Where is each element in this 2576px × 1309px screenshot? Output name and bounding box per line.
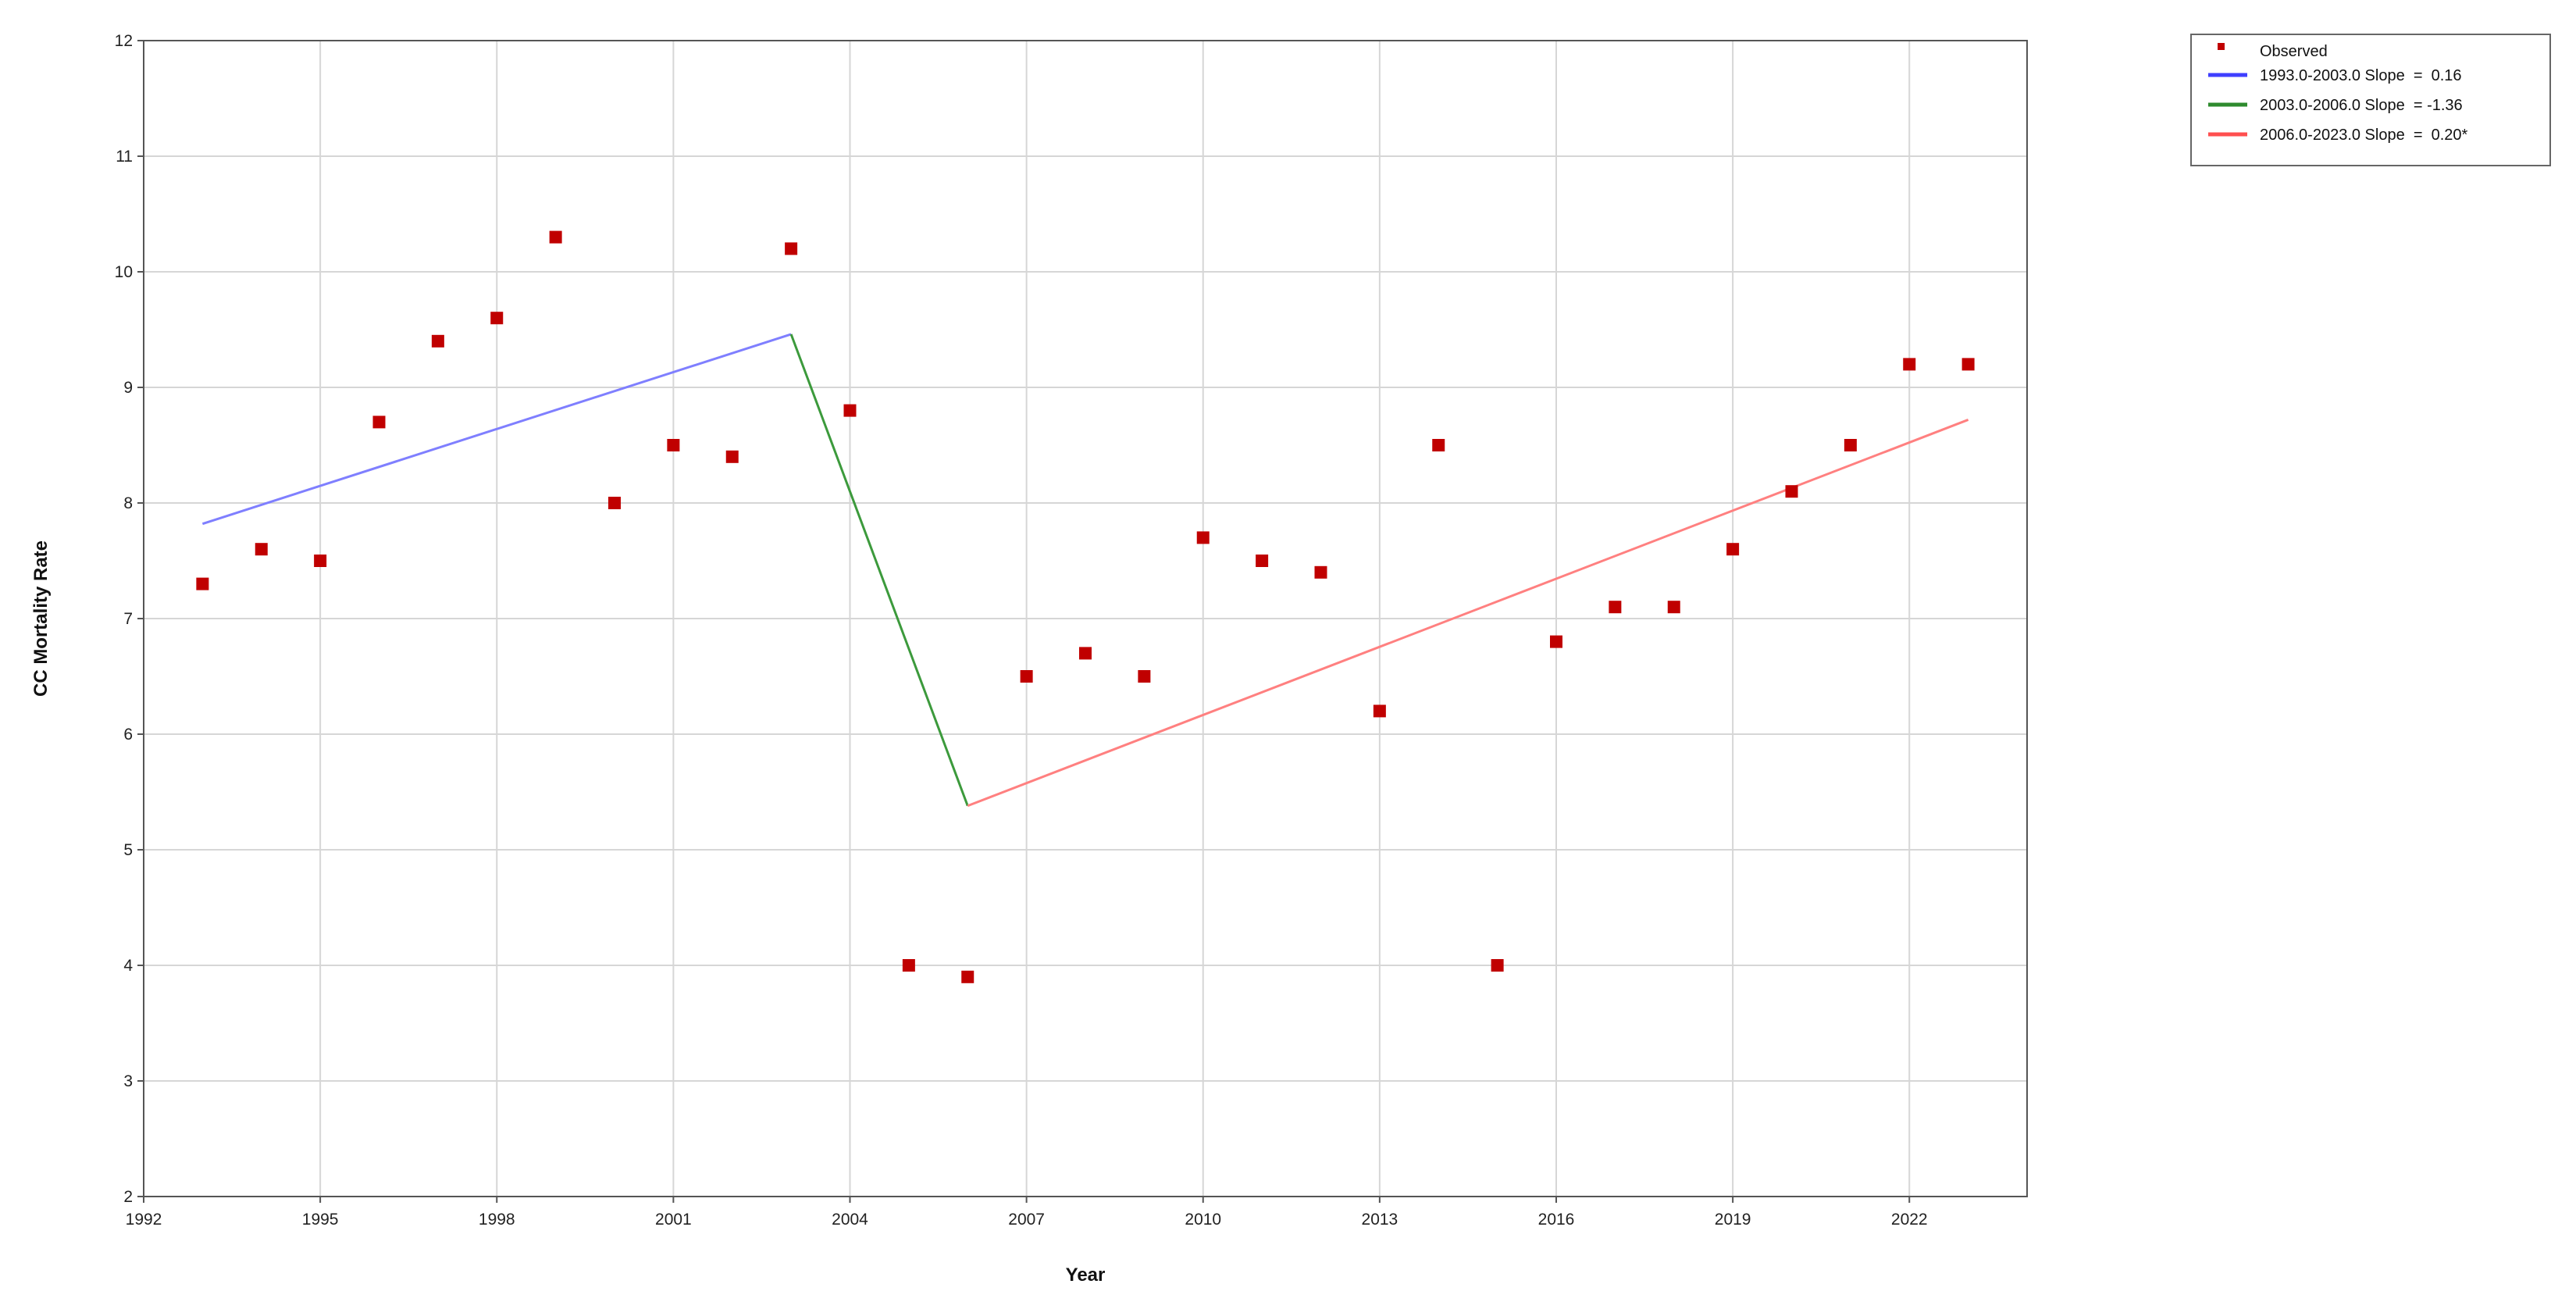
x-tick-label: 1995	[302, 1211, 339, 1229]
x-tick-label: 2004	[832, 1211, 868, 1229]
observed-point	[843, 404, 857, 417]
observed-point	[490, 312, 504, 325]
observed-point	[667, 439, 680, 451]
observed-point	[961, 970, 974, 983]
x-tick-label: 2013	[1362, 1211, 1398, 1229]
x-tick-label: 2016	[1538, 1211, 1575, 1229]
observed-point	[255, 543, 268, 556]
x-tick-label: 1998	[479, 1211, 515, 1229]
y-tick-label: 4	[123, 957, 133, 975]
observed-point	[1491, 959, 1504, 972]
observed-point	[314, 555, 327, 567]
trend-segment-2	[789, 333, 969, 807]
observed-point	[1609, 601, 1622, 614]
observed-point	[1961, 358, 1975, 371]
trend-segments	[201, 333, 1969, 808]
grid-lines	[143, 40, 2027, 1197]
observed-point	[431, 334, 444, 348]
observed-point	[608, 497, 621, 509]
observed-point	[1138, 670, 1151, 683]
y-tick-label: 3	[123, 1072, 133, 1090]
y-tick-label: 8	[123, 494, 133, 512]
observed-point	[725, 450, 739, 463]
y-tick-label: 12	[115, 32, 133, 50]
observed-point	[1432, 439, 1445, 451]
observed-point	[785, 242, 798, 255]
x-tick-label: 2007	[1008, 1211, 1045, 1229]
observed-points	[196, 230, 1975, 983]
y-tick-label: 10	[115, 263, 133, 281]
observed-point	[372, 416, 386, 429]
x-tick-label: 2010	[1185, 1211, 1221, 1229]
observed-point	[1314, 565, 1327, 579]
y-tick-label: 11	[116, 148, 133, 166]
legend-observed-label: Observed	[2260, 43, 2328, 60]
x-tick-label: 2022	[1891, 1211, 1928, 1229]
observed-point	[549, 230, 562, 244]
observed-point	[1726, 543, 1740, 556]
trend-segment-1	[201, 333, 792, 526]
legend-segment-1-label: 1993.0-2003.0 Slope = 0.16	[2260, 67, 2462, 84]
observed-point	[196, 577, 209, 590]
observed-point	[1785, 485, 1798, 498]
observed-point	[1256, 555, 1269, 567]
legend-segment-3-label: 2006.0-2023.0 Slope = 0.20*	[2260, 127, 2468, 144]
legend-box	[2190, 34, 2551, 166]
y-tick-label: 2	[123, 1188, 133, 1206]
legend: Observed 1993.0-2003.0 Slope = 0.16 2003…	[2190, 34, 2551, 166]
y-tick-label: 7	[123, 610, 133, 628]
legend-observed-marker	[2218, 43, 2225, 50]
x-tick-label: 2019	[1715, 1211, 1751, 1229]
observed-point	[1196, 531, 1210, 544]
observed-point	[1667, 601, 1680, 614]
trend-segment-3	[967, 419, 1969, 808]
observed-point	[1550, 635, 1562, 648]
y-tick-label: 6	[123, 726, 133, 744]
x-tick-label: 2001	[655, 1211, 692, 1229]
y-tick-label: 9	[123, 379, 133, 397]
x-axis-title: Year	[1066, 1264, 1106, 1286]
observed-point	[1079, 647, 1092, 660]
axis-ticks: 1992 1995 1998 2001 2004 2007 2010 2013 2016 2019…	[115, 32, 1928, 1229]
observed-point	[1844, 439, 1857, 451]
observed-point	[1020, 670, 1033, 683]
observed-point	[1903, 358, 1916, 371]
legend-segment-2-label: 2003.0-2006.0 Slope = -1.36	[2260, 97, 2463, 114]
y-tick-label: 5	[123, 841, 133, 859]
observed-point	[1373, 704, 1386, 718]
x-tick-label: 1992	[126, 1211, 162, 1229]
y-axis-title: CC Mortality Rate	[30, 540, 52, 697]
observed-point	[902, 959, 915, 972]
